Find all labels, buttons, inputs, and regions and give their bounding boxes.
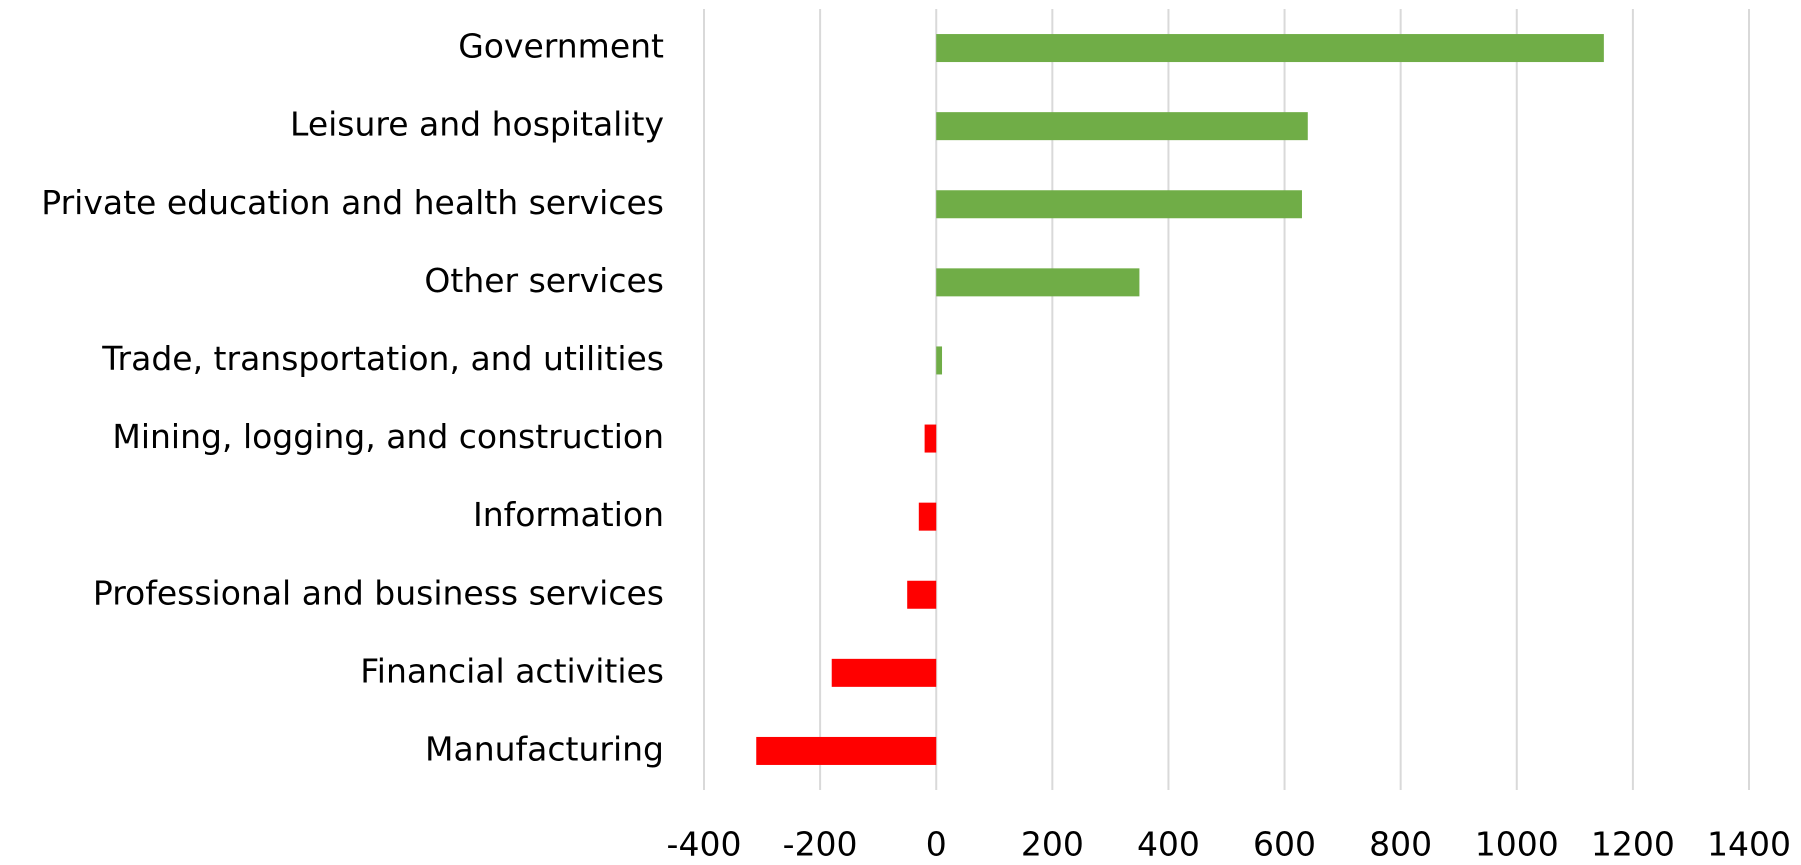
y-tick-label: Other services [424,261,664,300]
x-tick-label: -200 [783,825,858,864]
y-tick-label: Information [473,495,664,534]
bar [936,190,1302,219]
bar [756,736,937,765]
y-tick-label: Leisure and hospitality [290,105,664,144]
bar [936,268,1140,297]
x-tick-label: 1200 [1591,825,1675,864]
bar [907,580,937,609]
y-tick-label: Professional and business services [93,573,664,612]
x-tick-label: -400 [667,825,742,864]
bar [936,34,1604,63]
x-tick-label: 200 [1021,825,1084,864]
y-tick-label: Trade, transportation, and utilities [101,339,664,378]
bar [936,112,1308,141]
x-tick-label: 800 [1369,825,1432,864]
y-tick-label: Financial activities [360,651,664,690]
bar [831,658,937,687]
x-tick-label: 400 [1137,825,1200,864]
bar [924,424,937,453]
y-tick-label: Mining, logging, and construction [112,417,664,456]
y-tick-label: Manufacturing [425,729,664,768]
bar [918,502,937,531]
x-tick-label: 1000 [1475,825,1559,864]
y-tick-label: Government [458,27,664,66]
x-tick-label: 600 [1253,825,1316,864]
x-tick-label: 0 [926,825,947,864]
bar [936,346,943,375]
y-tick-label: Private education and health services [41,183,664,222]
x-tick-label: 1400 [1707,825,1791,864]
